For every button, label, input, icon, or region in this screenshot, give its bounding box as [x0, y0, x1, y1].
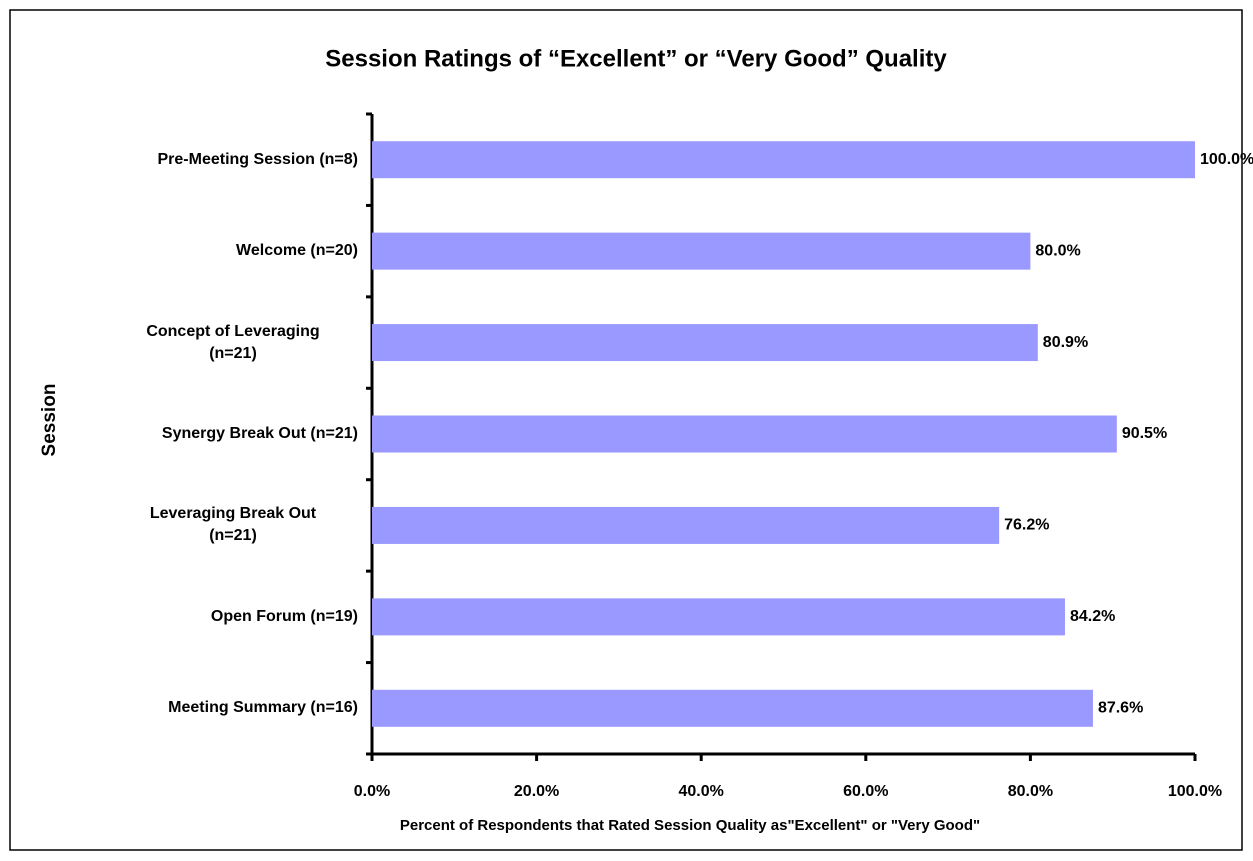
value-label: 87.6% — [1098, 700, 1143, 717]
value-label: 90.5% — [1122, 425, 1167, 442]
chart-title: Session Ratings of “Excellent” or “Very … — [325, 45, 947, 72]
y-tick-label: Leveraging Break Out (n=21) — [149, 505, 317, 545]
value-label: 80.9% — [1043, 334, 1088, 351]
x-tick-label: 20.0% — [514, 783, 559, 800]
value-label: 84.2% — [1070, 608, 1115, 625]
x-tick-label: 80.0% — [1008, 783, 1053, 800]
value-label: 100.0% — [1200, 151, 1253, 168]
value-label: 80.0% — [1035, 242, 1080, 259]
y-axis-title: Session — [39, 384, 60, 457]
y-tick-label: Meeting Summary (n=16) — [168, 699, 358, 717]
bar — [372, 324, 1038, 362]
x-axis-title: Percent of Respondents that Rated Sessio… — [400, 817, 980, 834]
x-tick-label: 0.0% — [354, 783, 390, 800]
x-tick-label: 100.0% — [1168, 783, 1222, 800]
y-tick-label: Pre-Meeting Session (n=8) — [157, 150, 359, 168]
y-tick-label: Concept of Leveraging (n=21) — [146, 322, 320, 362]
x-tick-label: 40.0% — [679, 783, 724, 800]
chart-frame — [9, 9, 1243, 851]
bar — [372, 598, 1065, 636]
bar — [372, 232, 1031, 270]
y-tick-label: Open Forum (n=19) — [210, 607, 358, 625]
bar — [372, 689, 1093, 727]
bar — [372, 141, 1195, 179]
y-tick-label: Welcome (n=20) — [236, 242, 358, 260]
y-tick-label: Synergy Break Out (n=21) — [161, 425, 358, 442]
x-tick-label: 60.0% — [843, 783, 888, 800]
bar — [372, 506, 1000, 544]
bar — [372, 415, 1117, 453]
value-label: 76.2% — [1004, 517, 1049, 534]
